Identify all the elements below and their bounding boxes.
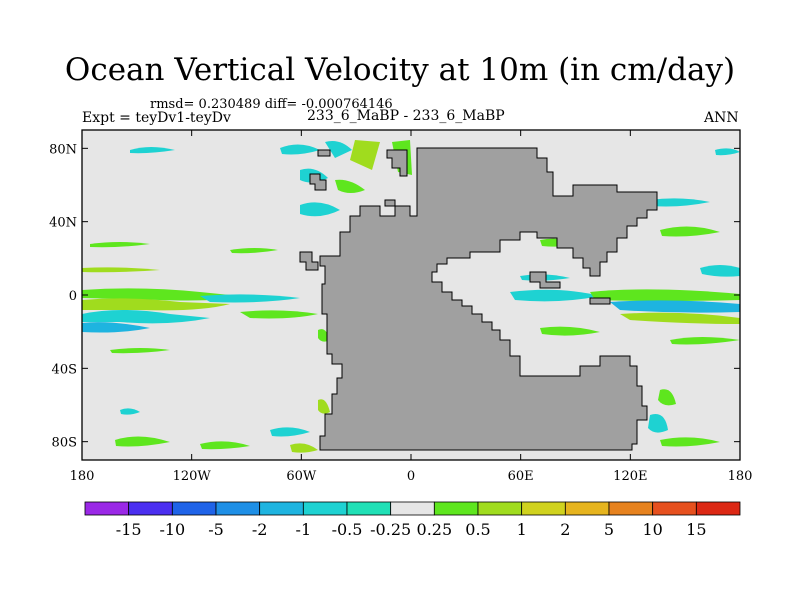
anomaly-patch xyxy=(230,248,278,254)
continent xyxy=(319,147,658,451)
anomaly-patch xyxy=(115,436,170,447)
island xyxy=(309,173,327,191)
colorbar-swatch xyxy=(652,501,697,516)
colorbar-swatch xyxy=(564,501,610,516)
colorbar-label: 2 xyxy=(560,520,570,539)
plot-title: Ocean Vertical Velocity at 10m (in cm/da… xyxy=(64,52,736,88)
stats-line: rmsd= 0.230489 diff= -0.000764146 xyxy=(150,97,393,112)
anomaly-patch xyxy=(290,443,318,453)
anomaly-patch xyxy=(270,427,310,437)
colorbar-swatch xyxy=(521,501,566,516)
anomaly-patch xyxy=(318,399,330,414)
anomaly-patch xyxy=(82,310,210,324)
colorbar-swatch xyxy=(259,501,304,516)
colorbar-swatch xyxy=(390,501,435,516)
anomaly-patch xyxy=(715,148,740,156)
colorbar-label: -1 xyxy=(296,520,312,539)
anomaly-patch xyxy=(120,408,140,415)
anomaly-patch xyxy=(610,300,740,313)
colorbar-label: 10 xyxy=(642,520,662,539)
anomaly-patch xyxy=(240,310,318,319)
lat-tick-label: 0 xyxy=(69,289,77,304)
colorbar-label: -10 xyxy=(159,520,185,539)
colorbar-label: -0.25 xyxy=(370,520,411,539)
island xyxy=(589,297,611,305)
anomaly-patch xyxy=(300,202,340,217)
colorbar-label: 5 xyxy=(604,520,614,539)
colorbar-swatch xyxy=(346,501,392,516)
anomaly-contours xyxy=(82,140,740,453)
anomaly-patch xyxy=(335,179,365,193)
lat-tick-label: 80N xyxy=(49,142,77,157)
lon-tick-label: 180 xyxy=(70,469,95,484)
anomaly-patch xyxy=(82,288,240,301)
lat-tick-label: 40N xyxy=(49,216,77,231)
colorbar-label: -2 xyxy=(252,520,268,539)
colorbar-label: 0.5 xyxy=(465,520,490,539)
anomaly-patch xyxy=(660,226,720,237)
anomaly-patch xyxy=(650,198,710,207)
island xyxy=(317,149,331,157)
colorbar-swatch xyxy=(695,501,741,516)
anomaly-patch xyxy=(82,322,150,333)
longitude-axis: 180 120W 60W 0 60E 120E 180 xyxy=(70,130,753,484)
lon-tick-label: 120W xyxy=(173,469,212,484)
anomaly-patch xyxy=(280,144,320,155)
anomaly-patch xyxy=(82,298,230,311)
anomaly-patch xyxy=(540,326,600,336)
colorbar-swatch xyxy=(608,501,654,516)
colorbar-label: -0.5 xyxy=(332,520,363,539)
colorbar-label: -15 xyxy=(116,520,142,539)
colorbar-swatch xyxy=(171,501,217,516)
anomaly-patch xyxy=(658,389,676,406)
colorbar-swatch xyxy=(128,501,173,516)
island xyxy=(384,199,396,207)
colorbar-swatch xyxy=(215,501,261,516)
colorbar-swatch xyxy=(302,501,348,516)
island xyxy=(529,271,561,289)
experiment-label: Expt = teyDv1-teyDv xyxy=(82,110,231,126)
island xyxy=(299,251,319,271)
colorbar: -15 -10 -5 -2 -1 -0.5 -0.25 0.25 0.5 1 2 5 10 15 xyxy=(84,501,741,539)
anomaly-patch xyxy=(648,414,668,433)
island xyxy=(386,149,408,177)
colorbar-label: 1 xyxy=(517,520,527,539)
anomaly-patch xyxy=(350,140,380,170)
lon-tick-label: 120E xyxy=(613,469,647,484)
lat-tick-label: 40S xyxy=(52,362,77,377)
anomaly-patch xyxy=(670,337,740,345)
colorbar-swatch xyxy=(433,501,479,516)
colorbar-swatch xyxy=(477,501,523,516)
anomaly-patch xyxy=(200,294,300,303)
colorbar-label: 0.25 xyxy=(417,520,453,539)
anomaly-patch xyxy=(110,348,170,354)
colorbar-swatch xyxy=(84,501,130,516)
anomaly-patch xyxy=(325,141,352,158)
anomaly-patch xyxy=(620,312,740,324)
anomaly-patch xyxy=(700,265,740,277)
anomaly-patch xyxy=(130,147,175,154)
anomaly-patch xyxy=(660,437,720,447)
latitude-axis: 80N 40N 0 40S 80S xyxy=(49,142,740,451)
anomaly-patch xyxy=(90,242,150,248)
colorbar-label: -5 xyxy=(208,520,224,539)
colorbar-label: 15 xyxy=(686,520,706,539)
lon-tick-label: 0 xyxy=(407,469,415,484)
lon-tick-label: 180 xyxy=(728,469,753,484)
case-label: 233_6_MaBP - 233_6_MaBP xyxy=(307,108,505,124)
anomaly-patch xyxy=(510,289,600,302)
anomaly-patch xyxy=(590,289,740,301)
lat-tick-label: 80S xyxy=(52,436,77,451)
anomaly-patch xyxy=(200,441,250,450)
season-label: ANN xyxy=(704,110,739,126)
lon-tick-label: 60E xyxy=(508,469,534,484)
anomaly-patch xyxy=(82,267,160,273)
lon-tick-label: 60W xyxy=(286,469,317,484)
